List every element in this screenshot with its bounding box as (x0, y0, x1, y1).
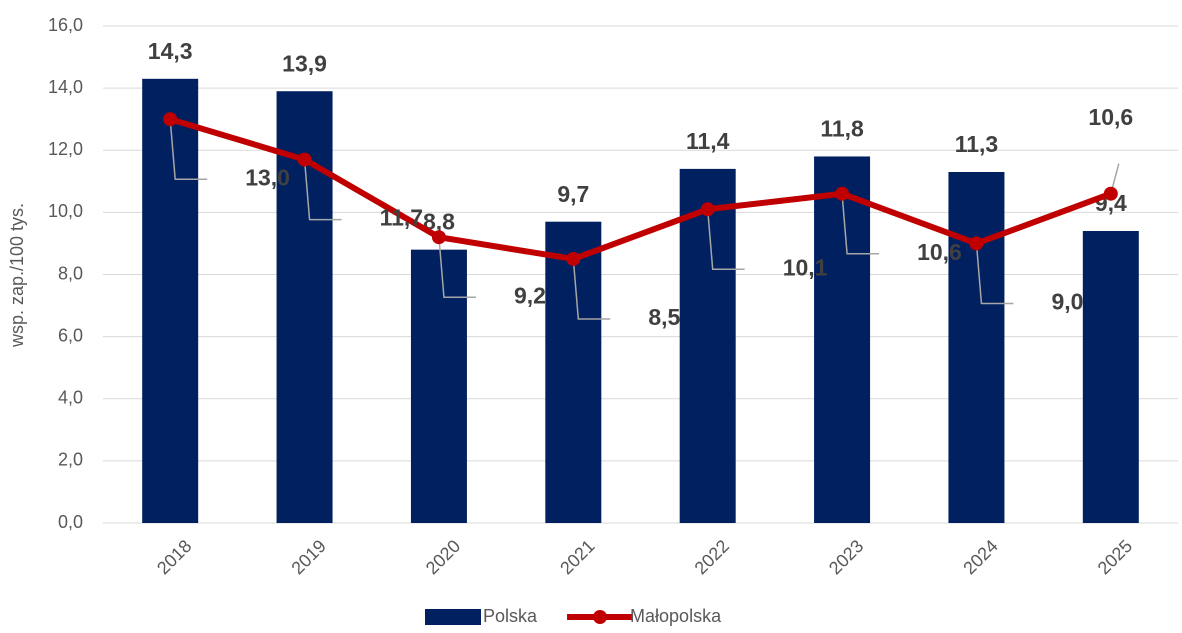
y-tick-label: 2,0 (58, 450, 83, 470)
bar-value-label: 9,7 (557, 181, 589, 207)
y-axis-title: wsp. zap./100 tys. (7, 203, 27, 348)
line-value-label: 8,5 (648, 304, 680, 330)
leader-line (303, 159, 342, 221)
bar (545, 221, 602, 523)
line-value-label: 9,0 (1051, 289, 1083, 315)
y-tick-label: 4,0 (58, 388, 83, 408)
y-tick-label: 16,0 (48, 15, 83, 35)
bar (948, 171, 1005, 523)
x-tick-label: 2022 (691, 536, 733, 578)
line-point (835, 186, 850, 201)
legend-swatch (425, 609, 481, 625)
bar (679, 168, 736, 523)
line-value-label: 13,0 (245, 164, 290, 190)
x-tick-label: 2020 (422, 536, 464, 578)
bar (1082, 231, 1139, 523)
line-point (566, 251, 581, 266)
x-tick-label: 2019 (287, 536, 329, 578)
legend-label: Małopolska (630, 606, 722, 626)
y-tick-label: 0,0 (58, 512, 83, 532)
line-value-label: 9,2 (514, 282, 546, 308)
x-tick-label: 2018 (153, 536, 195, 578)
line-point (969, 236, 984, 251)
bar-value-label: 11,8 (820, 116, 864, 142)
bar (814, 156, 871, 523)
leader-line (706, 209, 745, 271)
line-point (1103, 186, 1118, 201)
leader-line (169, 119, 208, 180)
y-tick-label: 10,0 (48, 201, 83, 221)
line-value-label: 10,6 (1088, 104, 1133, 130)
leader-line (975, 243, 1014, 305)
legend-label: Polska (483, 606, 538, 626)
bar (142, 78, 199, 524)
leader-line (841, 193, 880, 255)
y-tick-label: 6,0 (58, 325, 83, 345)
line-point (700, 202, 715, 217)
leader-line (572, 258, 611, 320)
line-value-label: 10,6 (917, 239, 962, 265)
line-point (431, 230, 446, 245)
line-point (297, 152, 312, 167)
line (169, 116, 1112, 262)
line-value-label: 10,1 (783, 254, 828, 280)
bar-value-label: 13,9 (282, 50, 327, 76)
x-tick-label: 2023 (825, 536, 867, 578)
legend-swatch (593, 610, 608, 624)
y-tick-label: 14,0 (48, 77, 83, 97)
bar-value-label: 14,3 (148, 38, 193, 64)
x-tick-label: 2024 (959, 536, 1001, 578)
line-value-label: 11,7 (380, 205, 424, 231)
line-point (163, 112, 178, 127)
bar-value-label: 11,3 (955, 131, 999, 157)
leader-line (438, 237, 476, 298)
bar-value-label: 11,4 (686, 128, 730, 154)
y-tick-label: 12,0 (48, 139, 83, 159)
bar (410, 249, 467, 523)
x-tick-label: 2021 (556, 536, 598, 578)
y-tick-label: 8,0 (58, 263, 83, 283)
x-tick-label: 2025 (1094, 536, 1136, 578)
